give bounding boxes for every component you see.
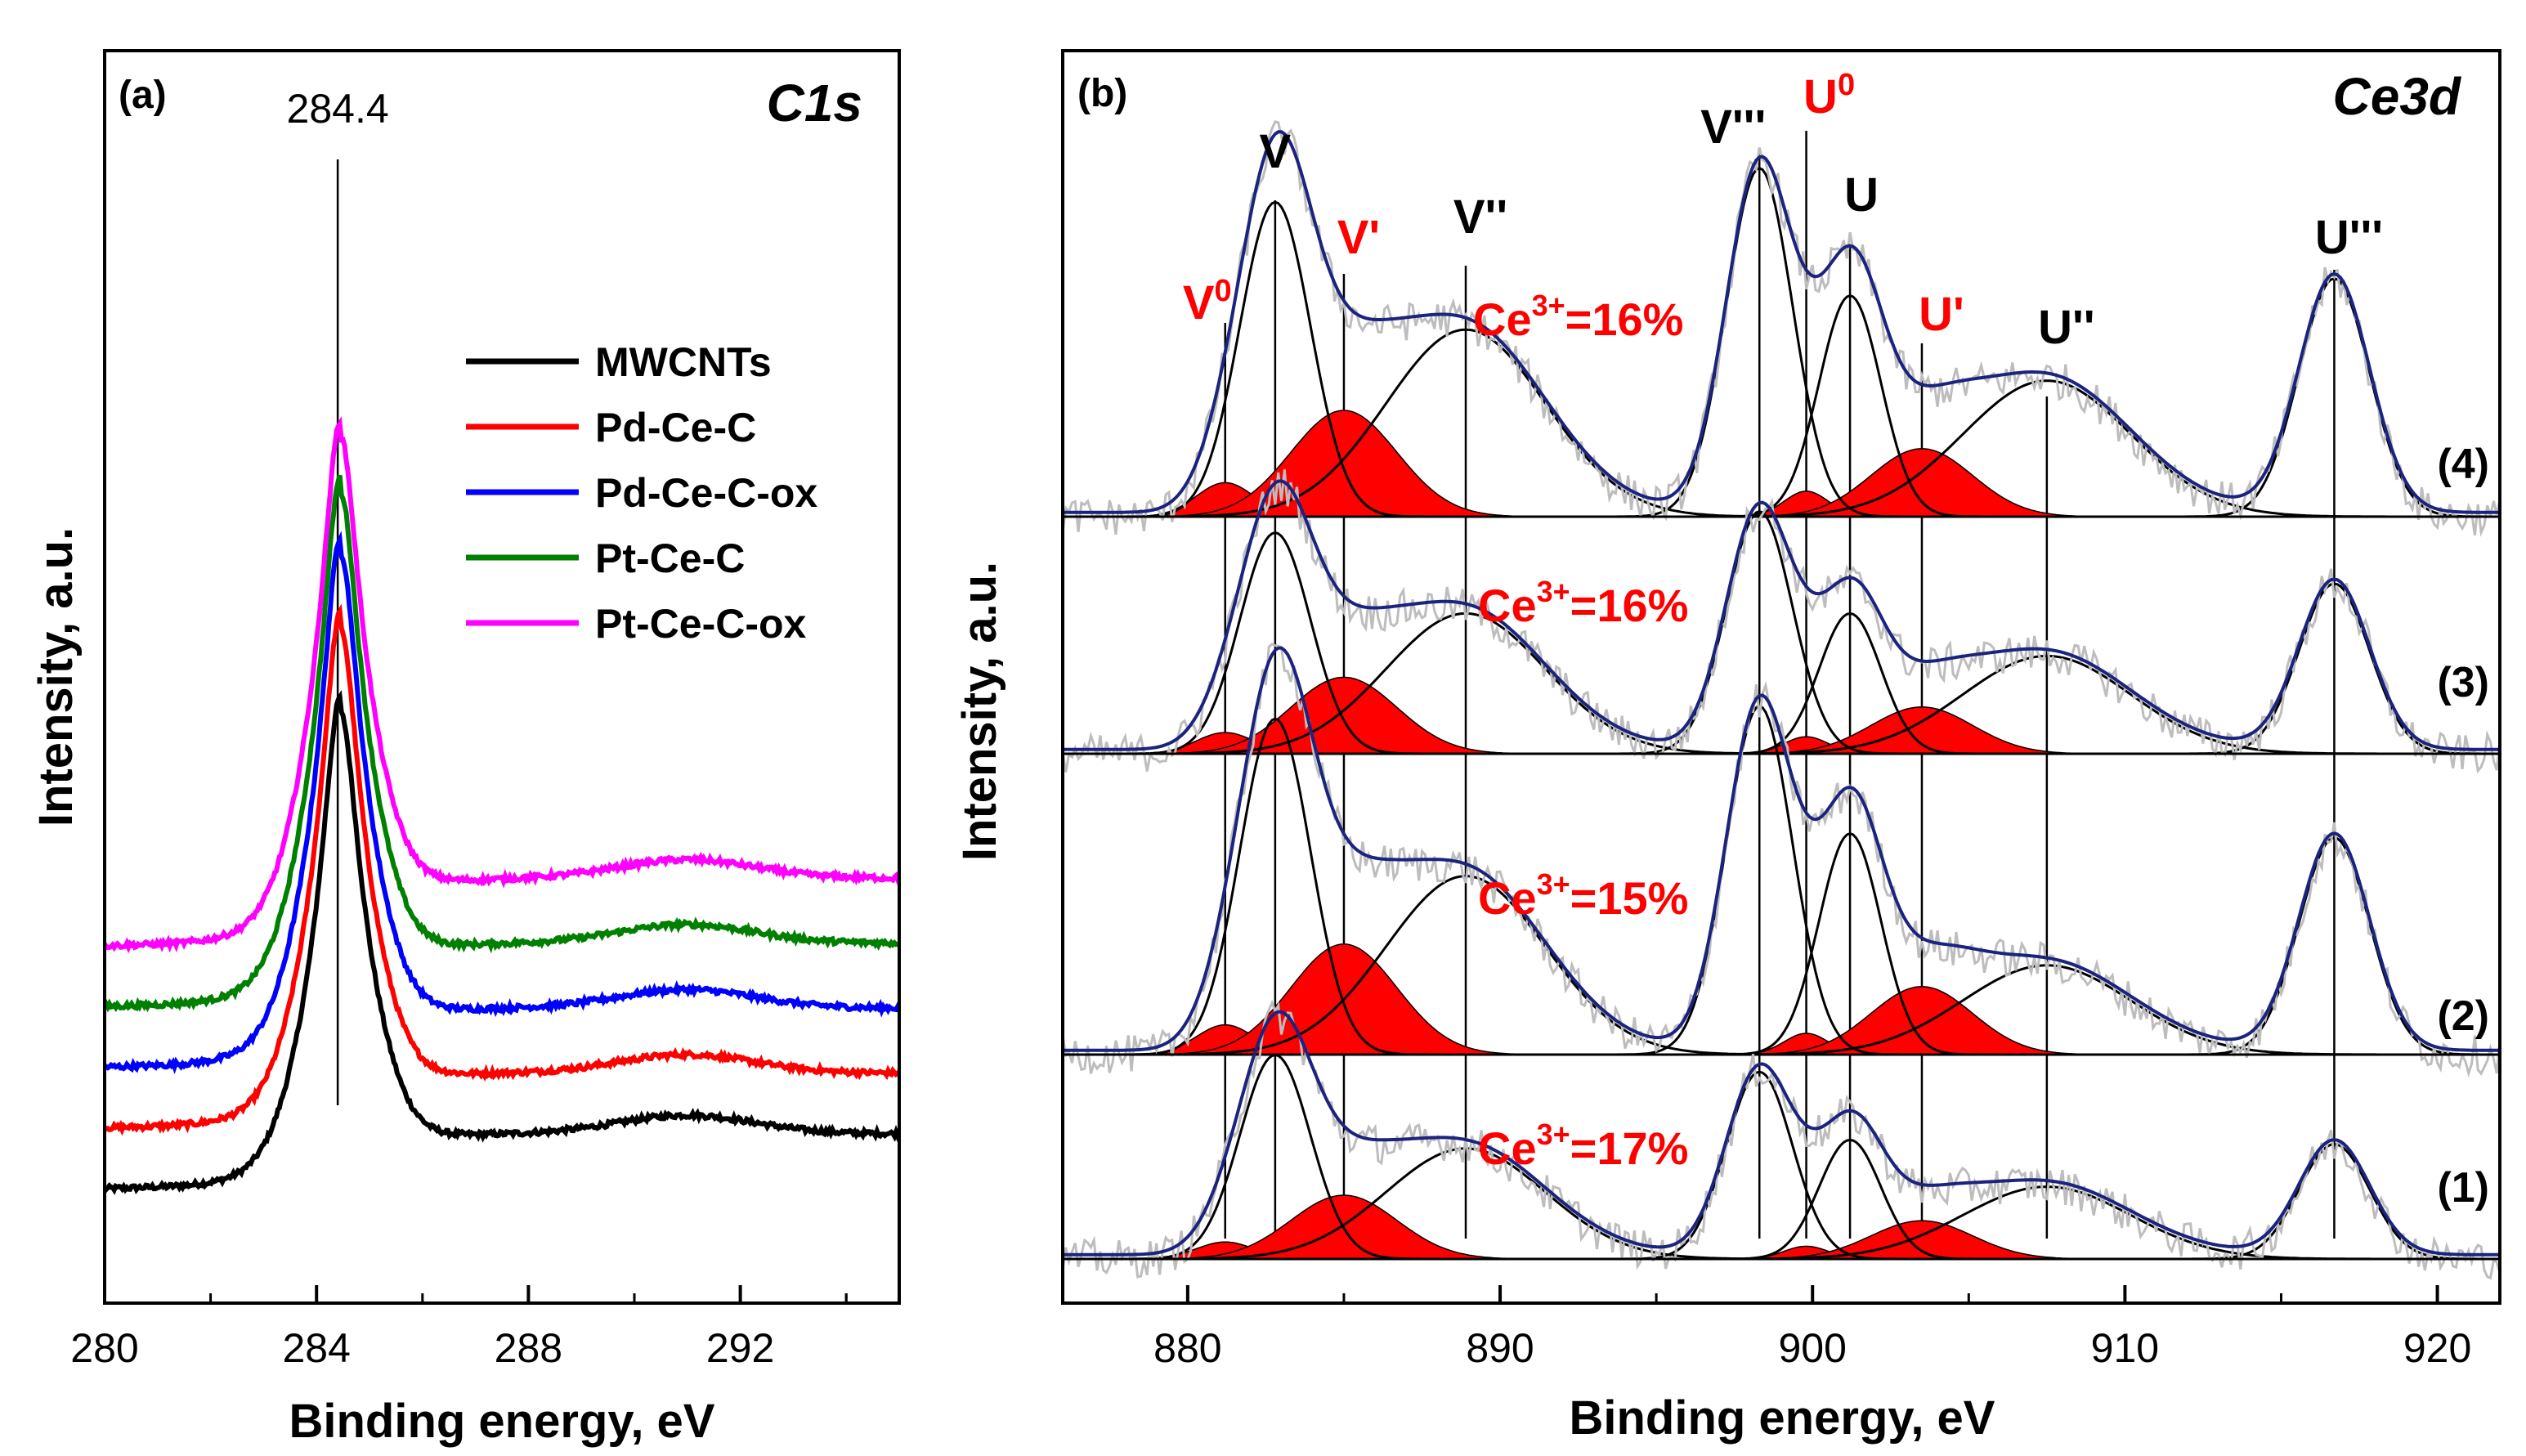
- a-series-line-pt-ce-c-ox: [105, 416, 899, 954]
- b-spectrum-3: [1063, 469, 2500, 774]
- b-peak-label: U'': [2038, 301, 2094, 354]
- b-x-axis: 880 890 900 910 920: [1153, 1285, 2471, 1371]
- b-ce3-label: Ce3+=16%: [1473, 289, 1683, 345]
- b-peak-label: V'': [1453, 190, 1507, 244]
- a-legend-label: Pd-Ce-C-ox: [595, 470, 817, 516]
- b-envelope: [1063, 130, 2500, 514]
- b-peak-label: U': [1919, 288, 1964, 341]
- b-peak-labels: V0 V V' V'' V''' U0 U U' U'' U''': [1183, 68, 2383, 354]
- b-ce3-label: Ce3+=16%: [1478, 575, 1688, 631]
- a-series-line-pd-ce-c: [105, 603, 899, 1136]
- b-spectrum-2: [1063, 643, 2500, 1078]
- b-spectrum-ids: (4) (3) (2) (1): [2437, 441, 2489, 1212]
- b-spectrum-id: (2): [2437, 992, 2489, 1040]
- b-panel-title: Ce3d: [2333, 67, 2462, 126]
- b-x-tick-label: 880: [1153, 1325, 1221, 1371]
- b-ce3-label: Ce3+=15%: [1478, 867, 1688, 924]
- a-legend-label: Pt-Ce-C: [595, 535, 745, 581]
- a-plot-frame: [103, 49, 901, 1305]
- panel-a-chart: 280 284 288 292 (a) C1s 284.4 Binding energ…: [29, 49, 901, 1448]
- b-plot-frame: [1061, 49, 2501, 1305]
- b-ce3-label: Ce3+=17%: [1478, 1118, 1688, 1174]
- b-raw-data: [1063, 469, 2500, 774]
- a-peak-value-label: 284.4: [287, 86, 389, 132]
- b-x-axis-title: Binding energy, eV: [1569, 1391, 1995, 1445]
- b-panel-label: (b): [1077, 72, 1127, 115]
- b-envelope: [1063, 646, 2500, 1052]
- a-x-axis-title: Binding energy, eV: [289, 1395, 714, 1448]
- panel-b-chart: 880 890 900 910 920 V0 V V' V'' V''' U0 U U' U'' U'''…: [953, 49, 2501, 1445]
- a-panel-title: C1s: [767, 74, 862, 132]
- a-panel-label: (a): [119, 74, 167, 117]
- b-peak-label: U''': [2315, 211, 2383, 264]
- b-envelope: [1063, 479, 2500, 751]
- b-ce3-labels: Ce3+=16% Ce3+=16% Ce3+=15% Ce3+=17%: [1473, 289, 1688, 1174]
- b-spectrum-id: (3): [2437, 659, 2489, 706]
- b-spectrum-id: (4): [2437, 441, 2489, 488]
- b-x-tick-label: 910: [2091, 1325, 2159, 1371]
- a-x-tick-label: 292: [706, 1325, 774, 1371]
- a-series-line-mwcnts: [105, 690, 899, 1195]
- a-legend-label: MWCNTs: [595, 339, 772, 385]
- b-peak-label: U0: [1803, 68, 1855, 123]
- b-peak-label: U: [1844, 168, 1879, 222]
- a-x-tick-label: 288: [495, 1325, 562, 1371]
- a-legend: MWCNTs Pd-Ce-C Pd-Ce-C-ox Pt-Ce-C Pt-Ce-C-ox: [466, 339, 817, 647]
- b-envelope: [1063, 1010, 2500, 1257]
- a-legend-label: Pt-Ce-C-ox: [595, 601, 807, 647]
- b-x-tick-label: 920: [2403, 1325, 2471, 1371]
- a-series-line-pd-ce-c-ox: [105, 531, 899, 1074]
- a-y-axis-title: Intensity, a.u.: [29, 527, 83, 827]
- b-spectrum-1: [1063, 999, 2500, 1280]
- a-series-line-pt-ce-c: [105, 474, 899, 1013]
- b-peak-label: V0: [1183, 274, 1232, 329]
- a-legend-label: Pd-Ce-C: [595, 405, 756, 450]
- b-y-axis-title: Intensity, a.u.: [953, 562, 1006, 861]
- a-x-axis: 280 284 288 292: [70, 1285, 848, 1371]
- b-x-tick-label: 900: [1778, 1325, 1846, 1371]
- a-x-tick-label: 280: [70, 1325, 138, 1371]
- b-spectrum-id: (1): [2437, 1164, 2489, 1212]
- b-raw-data: [1063, 120, 2500, 537]
- b-x-tick-label: 890: [1466, 1325, 1534, 1371]
- b-peak-label: V': [1337, 211, 1380, 264]
- b-peak-label: V: [1260, 125, 1292, 178]
- b-peak-label: V''': [1700, 101, 1766, 154]
- a-x-tick-label: 284: [282, 1325, 350, 1371]
